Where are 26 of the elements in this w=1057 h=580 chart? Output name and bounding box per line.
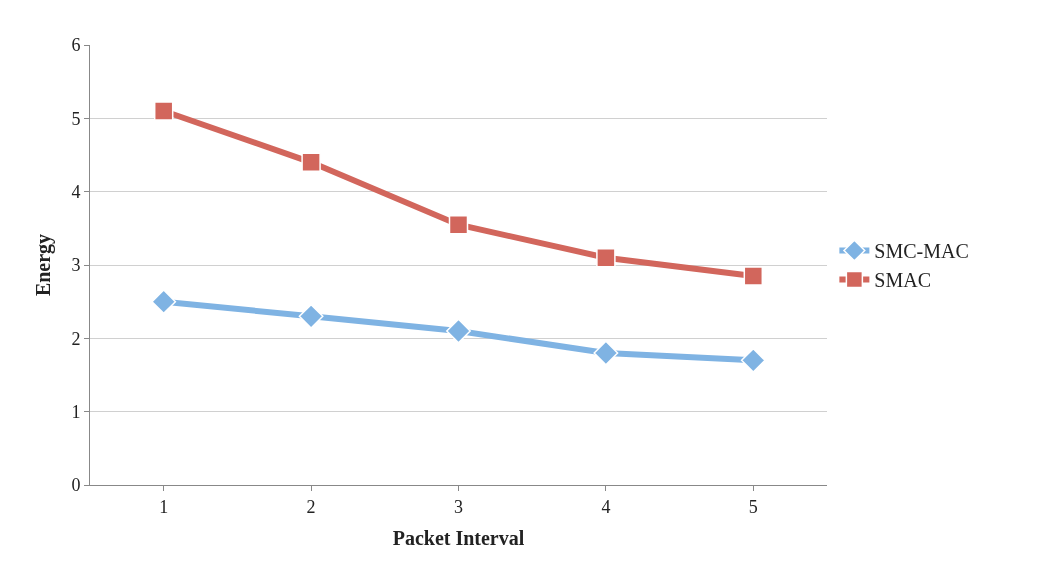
x-axis-title: Packet Interval xyxy=(392,527,525,550)
legend-label: SMC-MAC xyxy=(874,240,969,263)
point xyxy=(740,347,766,373)
legend-label: SMAC xyxy=(874,269,932,292)
y-axis-title: Energy xyxy=(31,233,55,297)
y-tick-label: 6 xyxy=(71,35,81,56)
y-tick-label: 1 xyxy=(71,401,81,422)
x-tick-label: 5 xyxy=(748,496,758,517)
y-tick-label: 4 xyxy=(71,181,81,202)
point xyxy=(596,247,616,268)
x-tick-label: 3 xyxy=(454,496,463,517)
y-tick-label: 2 xyxy=(71,328,81,349)
point xyxy=(298,303,324,329)
y-tick-label: 3 xyxy=(71,255,81,276)
point xyxy=(301,152,321,173)
point xyxy=(743,266,764,286)
point xyxy=(153,101,174,121)
point xyxy=(448,214,469,235)
point xyxy=(446,318,471,344)
x-tick-label: 4 xyxy=(601,496,611,517)
x-tick-label: 1 xyxy=(159,496,169,517)
point xyxy=(151,289,177,315)
x-tick-label: 2 xyxy=(306,496,316,517)
point xyxy=(593,340,619,366)
y-tick-label: 5 xyxy=(71,108,81,129)
y-tick-label: 0 xyxy=(71,475,81,496)
